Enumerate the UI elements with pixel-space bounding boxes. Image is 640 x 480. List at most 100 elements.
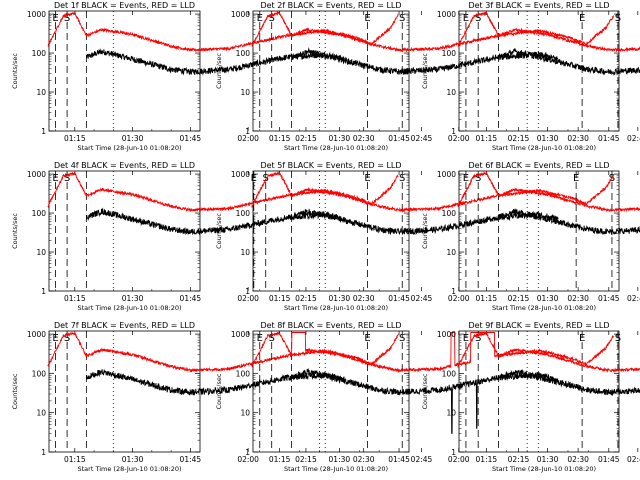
x-tick-label: 01:30 xyxy=(122,455,144,464)
x-tick-label: 02:30 xyxy=(567,455,589,464)
events-series-line xyxy=(498,47,640,77)
y-tick-label: 100 xyxy=(442,49,457,58)
x-tick-label: 02:15 xyxy=(295,455,317,464)
x-tick-label: 01:45 xyxy=(180,455,202,464)
y-tick-label: 100 xyxy=(442,369,457,378)
x-tick-label: 01:45 xyxy=(180,134,202,143)
y-tick-label: 100 xyxy=(32,209,47,218)
y-tick-label: 10 xyxy=(446,88,456,97)
y-tick-label: 1000 xyxy=(437,10,456,19)
y-tick-label: 1000 xyxy=(27,330,46,339)
x-tick-label: 02:00 xyxy=(237,455,259,464)
panel-6f: Det 6f BLACK = Events, RED = LLD 1 10 100 10… xyxy=(421,161,640,312)
x-tick-label: 02:45 xyxy=(627,455,640,464)
lld-series-line xyxy=(47,331,399,373)
x-tick-label: 02:45 xyxy=(627,294,640,303)
marker-label: S xyxy=(399,173,405,184)
x-tick-label: 01:45 xyxy=(598,455,620,464)
y-tick-label: 100 xyxy=(236,369,251,378)
x-tick-label: 01:30 xyxy=(537,455,559,464)
y-tick-label: 10 xyxy=(240,88,250,97)
x-tick-label: 01:15 xyxy=(476,134,498,143)
y-tick-label: 1 xyxy=(41,448,46,457)
x-tick-label: 02:00 xyxy=(448,294,470,303)
y-tick-label: 100 xyxy=(236,209,251,218)
lld-series-line xyxy=(457,331,640,373)
x-tick-label: 02:00 xyxy=(448,455,470,464)
marker-label: E xyxy=(364,333,370,344)
x-tick-label: 01:45 xyxy=(598,134,620,143)
x-tick-label: 02:30 xyxy=(567,134,589,143)
panel-2f: Det 2f BLACK = Events, RED = LLD 1 10 100 10… xyxy=(215,1,640,152)
y-axis-label: Counts/sec xyxy=(421,373,429,409)
lld-series-line xyxy=(457,171,640,213)
panel-title: Det 8f BLACK = Events, RED = LLD xyxy=(260,321,401,330)
panel-title: Det 6f BLACK = Events, RED = LLD xyxy=(468,161,609,170)
marker-label: S xyxy=(399,333,405,344)
events-series-line xyxy=(291,208,559,236)
events-series-line xyxy=(291,367,559,434)
lld-series-line xyxy=(251,170,614,213)
panel-9f: Det 9f BLACK = Events, RED = LLD 1 10 100 10… xyxy=(421,321,640,473)
events-series-line xyxy=(85,48,345,76)
y-tick-label: 1000 xyxy=(27,170,46,179)
x-tick-label: 02:00 xyxy=(448,134,470,143)
x-axis-label: Start Time (28-Jun-10 01:08:20) xyxy=(78,465,182,473)
marker-label: E xyxy=(257,333,263,344)
panel-title: Det 4f BLACK = Events, RED = LLD xyxy=(54,161,195,170)
x-axis-label: Start Time (28-Jun-10 01:08:20) xyxy=(492,465,596,473)
marker-label: S xyxy=(475,173,481,184)
x-tick-label: 02:45 xyxy=(411,455,433,464)
y-tick-label: 1 xyxy=(245,448,250,457)
y-tick-label: 1 xyxy=(451,127,456,136)
lld-series-line xyxy=(251,331,614,374)
marker-label: E xyxy=(463,13,469,24)
x-axis-label: Start Time (28-Jun-10 01:08:20) xyxy=(78,144,182,152)
y-axis-label: Counts/sec xyxy=(11,373,19,409)
x-tick-label: 01:45 xyxy=(388,134,410,143)
x-tick-label: 01:15 xyxy=(64,294,86,303)
x-tick-label: 02:30 xyxy=(353,134,375,143)
marker-label: S xyxy=(615,13,621,24)
marker-label: S xyxy=(64,13,70,24)
x-tick-label: 01:45 xyxy=(180,294,202,303)
lld-series-line xyxy=(47,10,399,53)
marker-label: E xyxy=(463,333,469,344)
y-tick-label: 1000 xyxy=(231,10,250,19)
x-tick-label: 02:45 xyxy=(411,134,433,143)
y-tick-label: 10 xyxy=(240,248,250,257)
y-tick-label: 100 xyxy=(32,49,47,58)
marker-label: E xyxy=(364,173,370,184)
x-tick-label: 02:15 xyxy=(508,134,530,143)
y-tick-label: 1 xyxy=(451,287,456,296)
x-tick-label: 01:30 xyxy=(122,294,144,303)
y-tick-label: 1 xyxy=(451,448,456,457)
marker-label: E xyxy=(573,173,579,184)
marker-label: E xyxy=(579,333,585,344)
x-tick-label: 02:15 xyxy=(295,294,317,303)
marker-label: S xyxy=(475,333,481,344)
marker-label: S xyxy=(615,333,621,344)
plot-frame xyxy=(252,170,410,292)
y-axis-label: Counts/sec xyxy=(215,213,223,249)
x-tick-label: 01:30 xyxy=(537,294,559,303)
y-tick-label: 1000 xyxy=(231,170,250,179)
x-tick-label: 02:45 xyxy=(627,134,640,143)
x-tick-label: 01:45 xyxy=(388,294,410,303)
y-tick-label: 10 xyxy=(240,409,250,418)
panel-title: Det 1f BLACK = Events, RED = LLD xyxy=(54,1,195,10)
marker-label: S xyxy=(64,333,70,344)
x-tick-label: 01:15 xyxy=(269,455,291,464)
marker-label: E xyxy=(52,173,58,184)
x-tick-label: 02:30 xyxy=(567,294,589,303)
lld-series-line xyxy=(47,171,399,213)
y-tick-label: 100 xyxy=(442,209,457,218)
x-tick-label: 01:15 xyxy=(269,134,291,143)
marker-label: S xyxy=(64,173,70,184)
marker-label: S xyxy=(399,13,405,24)
x-tick-label: 02:00 xyxy=(237,134,259,143)
panel-title: Det 2f BLACK = Events, RED = LLD xyxy=(260,1,401,10)
plot-frame xyxy=(48,330,201,453)
y-tick-label: 100 xyxy=(32,369,47,378)
events-series-line xyxy=(291,47,559,75)
